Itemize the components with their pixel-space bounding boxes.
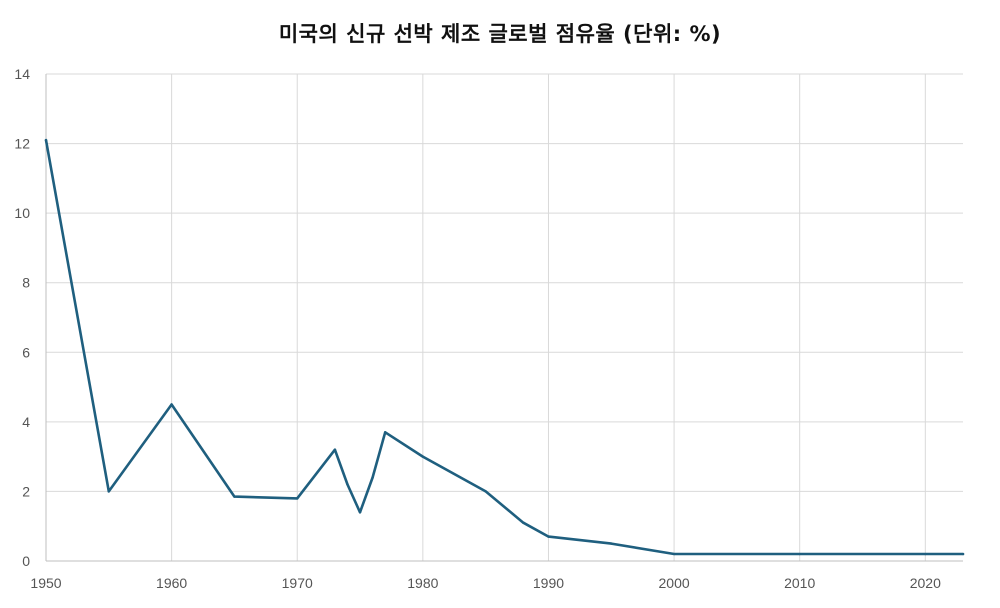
x-tick-label: 1980 <box>407 575 438 591</box>
x-tick-label: 1990 <box>533 575 564 591</box>
x-tick-label: 1970 <box>282 575 313 591</box>
data-point <box>233 495 236 498</box>
axes <box>45 74 963 562</box>
tick-labels: 0 2 4 6 8 10 12 14 1950 1960 1970 1980 1990 2000 2010 2… <box>14 66 941 591</box>
data-point <box>421 455 425 458</box>
series <box>44 138 965 556</box>
data-point <box>383 431 387 434</box>
data-point <box>522 521 525 524</box>
data-point <box>961 552 965 556</box>
data-point <box>107 490 111 493</box>
x-tick-label: 2010 <box>784 575 815 591</box>
data-point <box>484 490 487 493</box>
grid <box>46 73 963 561</box>
data-point <box>170 403 173 406</box>
y-tick-label: 0 <box>22 553 30 569</box>
data-point <box>672 552 676 556</box>
y-tick-label: 8 <box>22 275 30 291</box>
data-point <box>371 476 374 479</box>
y-tick-label: 10 <box>14 205 30 221</box>
y-tick-label: 2 <box>22 483 30 499</box>
x-tick-label: 1960 <box>156 575 187 591</box>
y-tick-label: 14 <box>14 66 30 82</box>
x-tick-label: 2020 <box>910 575 941 591</box>
data-point <box>924 552 927 556</box>
data-point <box>358 511 362 514</box>
y-tick-label: 12 <box>14 136 30 152</box>
y-tick-label: 6 <box>22 344 30 360</box>
chart-title: 미국의 신규 선박 제조 글로벌 점유율 (단위: %) <box>278 22 722 46</box>
x-tick-label: 1950 <box>30 575 61 591</box>
data-point <box>44 138 48 142</box>
y-tick-label: 4 <box>22 414 30 430</box>
data-point <box>547 535 550 538</box>
data-point <box>333 448 337 451</box>
x-tick-label: 2000 <box>659 575 690 591</box>
data-point <box>346 483 349 486</box>
data-point <box>798 552 801 556</box>
data-point <box>296 497 299 500</box>
data-point <box>610 542 613 545</box>
